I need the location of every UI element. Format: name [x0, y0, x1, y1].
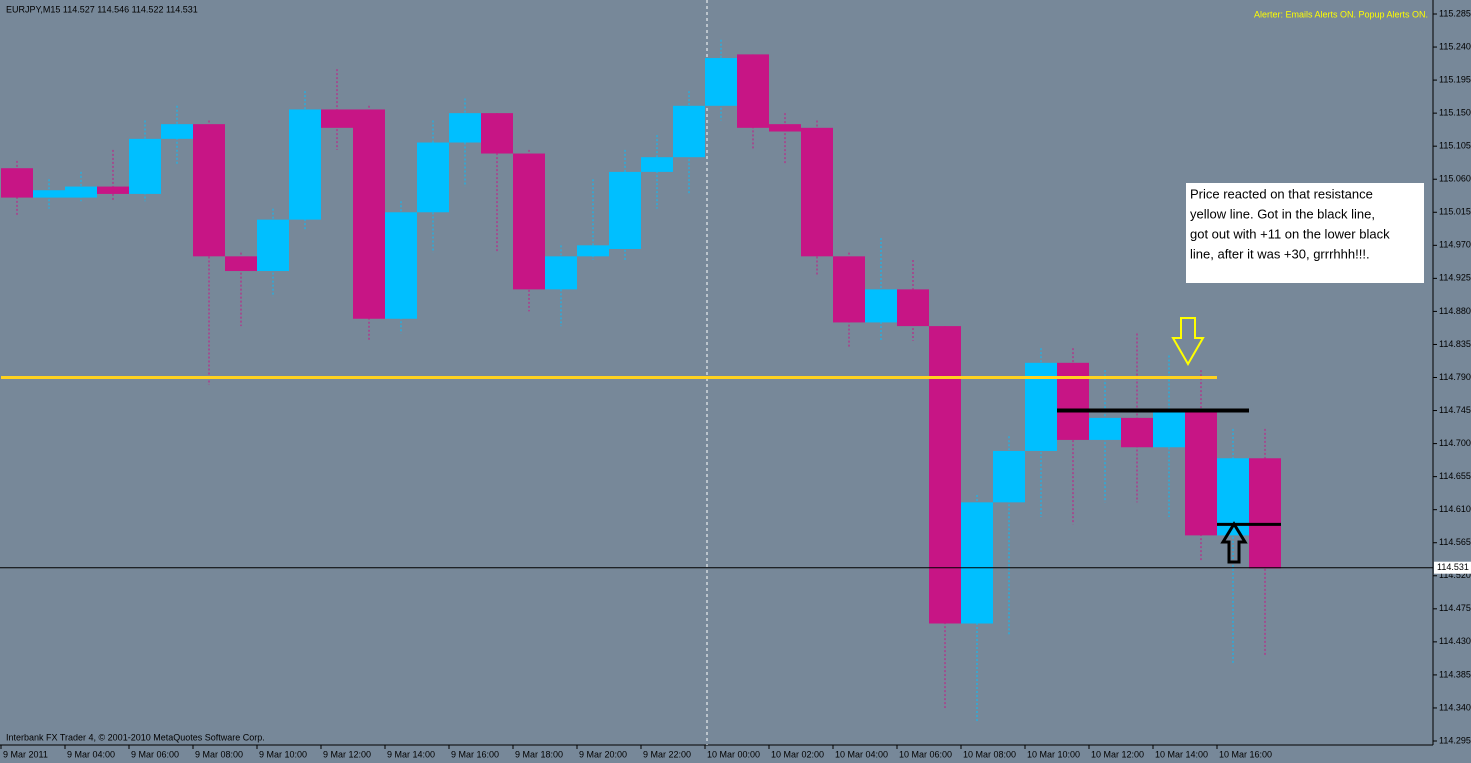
body: [609, 171, 641, 249]
x-tick-label: 10 Mar 08:00: [963, 749, 1016, 759]
y-tick-label: 115.240: [1439, 41, 1471, 51]
body: [513, 153, 545, 290]
body: [257, 219, 289, 272]
body: [1121, 417, 1153, 448]
body: [545, 256, 577, 290]
x-tick-label: 10 Mar 12:00: [1091, 749, 1144, 759]
body: [225, 256, 257, 272]
body: [1185, 410, 1217, 536]
y-tick-label: 114.835: [1439, 339, 1471, 349]
annotation-line: line, after it was +30, grrrhhh!!!.: [1190, 246, 1370, 261]
y-tick-label: 115.060: [1439, 174, 1471, 184]
x-tick-label: 10 Mar 14:00: [1155, 749, 1208, 759]
body: [993, 450, 1025, 503]
body: [577, 245, 609, 257]
x-tick-label: 9 Mar 08:00: [195, 749, 243, 759]
up-arrow: [1220, 521, 1248, 564]
annotation-box: [1186, 183, 1424, 283]
body: [193, 124, 225, 257]
y-tick-label: 114.700: [1439, 438, 1471, 448]
x-tick-label: 10 Mar 06:00: [899, 749, 952, 759]
x-tick-label: 9 Mar 14:00: [387, 749, 435, 759]
body: [321, 109, 353, 128]
body: [897, 289, 929, 327]
body: [769, 124, 801, 132]
annotation: Price reacted on that resistance yellow …: [1190, 186, 1390, 261]
body: [161, 124, 193, 139]
x-tick-label: 9 Mar 10:00: [259, 749, 307, 759]
y-tick-label: 115.105: [1439, 141, 1471, 151]
body: [417, 142, 449, 213]
body: [1217, 458, 1249, 536]
y-tick-label: 114.745: [1439, 405, 1471, 415]
footer: Interbank FX Trader 4, © 2001-2010 MetaQ…: [6, 732, 265, 742]
body: [1089, 417, 1121, 440]
y-tick-label: 115.150: [1439, 108, 1471, 118]
price-tag: [1434, 561, 1471, 574]
y-tick-label: 114.610: [1439, 504, 1471, 514]
body: [33, 190, 65, 198]
y-tick-label: 114.925: [1439, 273, 1471, 283]
annotation-line: yellow line. Got in the black line,: [1190, 206, 1375, 221]
x-tick-label: 9 Mar 04:00: [67, 749, 115, 759]
x-tick-label: 9 Mar 20:00: [579, 749, 627, 759]
body: [1153, 410, 1185, 448]
body: [801, 127, 833, 257]
body: [929, 326, 961, 624]
x-tick-label: 9 Mar 2011: [3, 749, 48, 759]
body: [449, 113, 481, 143]
body: [961, 502, 993, 624]
x-tick-label: 9 Mar 06:00: [131, 749, 179, 759]
y-tick-label: 114.970: [1439, 240, 1471, 250]
body: [673, 105, 705, 158]
body: [481, 113, 513, 154]
x-tick-label: 10 Mar 02:00: [771, 749, 824, 759]
body: [705, 58, 737, 106]
x-tick-label: 10 Mar 04:00: [835, 749, 888, 759]
y-tick-label: 115.015: [1439, 207, 1471, 217]
y-tick-label: 114.790: [1439, 372, 1471, 382]
body: [1249, 458, 1281, 569]
body: [1057, 362, 1089, 440]
header: EURJPY,M15 114.527 114.546 114.522 114.5…: [6, 4, 198, 14]
x-tick-label: 9 Mar 18:00: [515, 749, 563, 759]
y-tick-label: 115.195: [1439, 74, 1471, 84]
body: [833, 256, 865, 323]
price-label: 114.531: [1437, 562, 1469, 572]
body: [865, 289, 897, 323]
annotation-line: Price reacted on that resistance: [1190, 186, 1373, 201]
y-tick-label: 114.655: [1439, 471, 1471, 481]
y-tick-label: 114.385: [1439, 669, 1471, 679]
body: [737, 54, 769, 128]
x-tick-label: 9 Mar 16:00: [451, 749, 499, 759]
body: [97, 186, 129, 194]
x-tick-label: 9 Mar 22:00: [643, 749, 691, 759]
body: [289, 109, 321, 220]
y-tick-label: 114.475: [1439, 603, 1471, 613]
y-tick-label: 114.295: [1439, 735, 1471, 745]
body: [385, 212, 417, 319]
y-tick-label: 114.880: [1439, 306, 1471, 316]
y-tick-label: 114.340: [1439, 702, 1471, 712]
y-tick-label: 114.565: [1439, 537, 1471, 547]
x-tick-label: 10 Mar 00:00: [707, 749, 760, 759]
down-arrow: [1171, 317, 1205, 367]
y-tick-label: 114.520: [1439, 570, 1471, 580]
x-tick-label: 10 Mar 16:00: [1219, 749, 1272, 759]
body: [353, 109, 385, 319]
body: [65, 186, 97, 198]
x-tick-label: 10 Mar 10:00: [1027, 749, 1080, 759]
body: [1, 168, 33, 198]
body: [641, 157, 673, 172]
y-tick-label: 115.285: [1439, 8, 1471, 18]
body: [129, 138, 161, 194]
annotation-line: got out with +11 on the lower black: [1190, 226, 1390, 241]
x-tick-label: 9 Mar 12:00: [323, 749, 371, 759]
plot: [1, 39, 1281, 723]
y-tick-label: 114.430: [1439, 636, 1471, 646]
alerter: Alerter: Emails Alerts ON. Popup Alerts …: [1254, 9, 1428, 19]
